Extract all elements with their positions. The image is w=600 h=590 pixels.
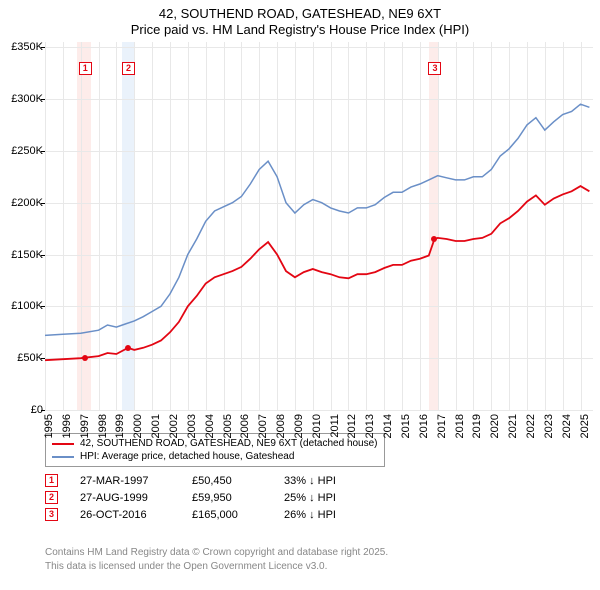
footer-line-1: Contains HM Land Registry data © Crown c… (45, 546, 388, 560)
x-axis-label: 2021 (507, 414, 519, 444)
sales-date: 27-MAR-1997 (80, 475, 170, 487)
y-axis-label: £50K (3, 352, 43, 364)
series-svg (45, 42, 593, 410)
gridline-h (45, 410, 593, 411)
plot-region: 1 2 3 (45, 42, 593, 410)
footer-line-2: This data is licensed under the Open Gov… (45, 560, 388, 574)
chart-area: 1 2 3 (45, 42, 593, 410)
x-axis-label: 2024 (561, 414, 573, 444)
x-axis-label: 2017 (436, 414, 448, 444)
x-axis-label: 2014 (382, 414, 394, 444)
x-axis-label: 2020 (489, 414, 501, 444)
sales-hpi: 25% ↓ HPI (284, 492, 364, 504)
x-axis-label: 2003 (186, 414, 198, 444)
sales-hpi: 26% ↓ HPI (284, 509, 364, 521)
sales-row: 1 27-MAR-1997 £50,450 33% ↓ HPI (45, 474, 364, 487)
x-axis-label: 1996 (61, 414, 73, 444)
y-axis-label: £100K (3, 300, 43, 312)
x-axis-label: 2007 (257, 414, 269, 444)
x-axis-label: 2018 (454, 414, 466, 444)
y-axis-label: £350K (3, 41, 43, 53)
sales-price: £50,450 (192, 475, 262, 487)
sale-point (431, 236, 437, 242)
x-axis-label: 2013 (364, 414, 376, 444)
sales-date: 27-AUG-1999 (80, 492, 170, 504)
y-axis-label: £0 (3, 404, 43, 416)
sales-date: 26-OCT-2016 (80, 509, 170, 521)
x-axis-label: 1999 (114, 414, 126, 444)
legend-swatch (52, 456, 74, 458)
chart-marker: 2 (122, 62, 135, 75)
x-axis-label: 1998 (97, 414, 109, 444)
legend-row: HPI: Average price, detached house, Gate… (52, 450, 378, 463)
y-axis-label: £200K (3, 197, 43, 209)
sales-table: 1 27-MAR-1997 £50,450 33% ↓ HPI 2 27-AUG-1999… (45, 474, 364, 525)
y-axis-label: £250K (3, 145, 43, 157)
legend-label: HPI: Average price, detached house, Gate… (80, 450, 294, 463)
x-axis-label: 2008 (275, 414, 287, 444)
x-axis-label: 2012 (346, 414, 358, 444)
chart-title: 42, SOUTHEND ROAD, GATESHEAD, NE9 6XT (0, 0, 600, 21)
x-axis-label: 2010 (311, 414, 323, 444)
x-axis-label: 2016 (418, 414, 430, 444)
x-axis-label: 2009 (293, 414, 305, 444)
x-axis-label: 2023 (543, 414, 555, 444)
x-axis-label: 2025 (579, 414, 591, 444)
x-axis-label: 2006 (239, 414, 251, 444)
footer-attribution: Contains HM Land Registry data © Crown c… (45, 546, 388, 573)
x-axis-label: 2011 (329, 414, 341, 444)
sales-marker: 1 (45, 474, 58, 487)
y-axis-label: £300K (3, 93, 43, 105)
sale-point (125, 345, 131, 351)
sale-point (82, 355, 88, 361)
x-axis-label: 1995 (43, 414, 55, 444)
sales-hpi: 33% ↓ HPI (284, 475, 364, 487)
sales-marker: 3 (45, 508, 58, 521)
series-property (45, 186, 589, 360)
x-axis-label: 2015 (400, 414, 412, 444)
x-axis-label: 2019 (471, 414, 483, 444)
sales-row: 2 27-AUG-1999 £59,950 25% ↓ HPI (45, 491, 364, 504)
x-axis-label: 2022 (525, 414, 537, 444)
x-axis-label: 1997 (79, 414, 91, 444)
chart-subtitle: Price paid vs. HM Land Registry's House … (0, 21, 600, 37)
x-axis-label: 2002 (168, 414, 180, 444)
chart-marker: 1 (79, 62, 92, 75)
x-axis-label: 2000 (132, 414, 144, 444)
sales-row: 3 26-OCT-2016 £165,000 26% ↓ HPI (45, 508, 364, 521)
x-axis-label: 2004 (204, 414, 216, 444)
sales-price: £59,950 (192, 492, 262, 504)
x-axis-label: 2001 (150, 414, 162, 444)
x-axis-label: 2005 (222, 414, 234, 444)
sales-marker: 2 (45, 491, 58, 504)
y-axis-label: £150K (3, 249, 43, 261)
sales-price: £165,000 (192, 509, 262, 521)
chart-marker: 3 (428, 62, 441, 75)
